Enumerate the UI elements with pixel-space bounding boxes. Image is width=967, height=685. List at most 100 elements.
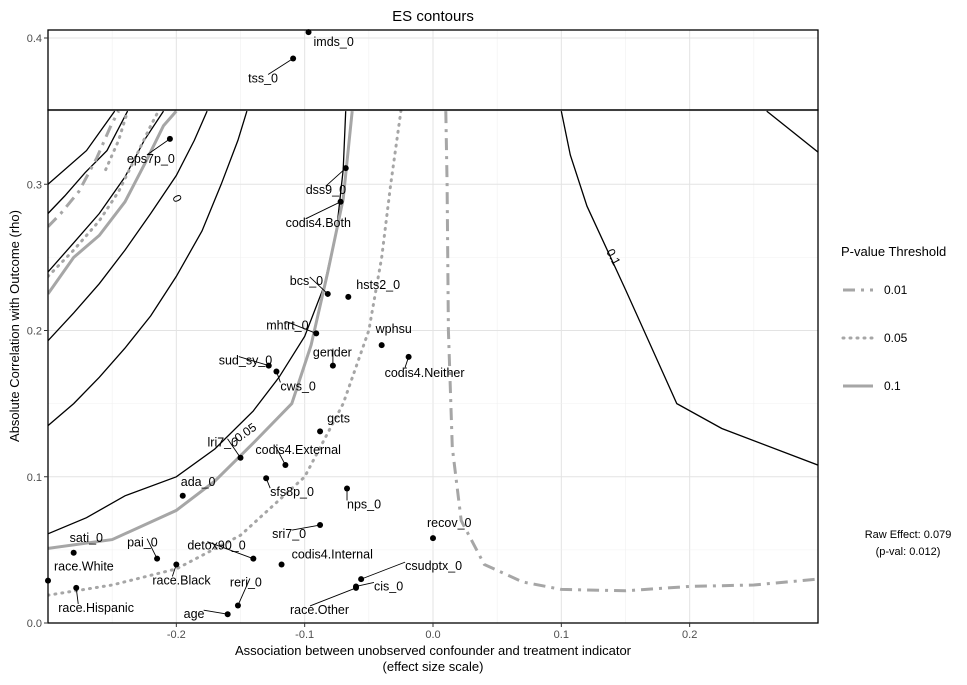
point-label: detox90_0 [187,539,245,553]
point-marker [405,353,412,360]
point-label: wphsu [375,322,412,336]
point-marker [345,293,352,300]
point-marker [166,135,173,142]
point-marker [317,428,324,435]
point-leader-line [238,356,269,367]
x-tick-label: 0.2 [682,629,697,641]
point-marker [344,485,351,492]
point-label: mhtrt_0 [266,318,308,332]
raw-effect-pvalue: (p-val: 0.012) [876,546,941,558]
point-marker [278,561,285,568]
point-label: gcts [327,411,350,425]
point-marker [353,584,359,591]
y-tick-label: 0.1 [27,472,42,484]
point-label: cws_0 [280,379,315,393]
contour-black [48,110,129,214]
contour-black [48,110,116,185]
point-label: codis4.Internal [292,548,373,562]
point-leader-line [203,609,228,615]
point-leader-line [146,138,171,156]
contour-gray-dashdot [444,111,818,593]
point-marker [317,522,324,529]
point-marker [234,602,241,609]
point-label: codis4.External [255,443,340,457]
point-marker [237,454,244,461]
point-leader-line [267,58,294,75]
x-tick-label: 0.1 [554,629,569,641]
contour-gray-dotted [48,109,160,278]
point-label: bcs_0 [290,274,323,288]
point-leader-line [146,538,158,559]
x-tick-label: 0.0 [425,629,440,641]
y-tick-label: 0.3 [27,179,42,191]
point-leader-line [325,167,347,187]
point-marker [358,576,365,583]
contour-black [48,110,165,273]
point-label: imds_0 [314,35,354,49]
point-marker [290,55,297,62]
contour-gray-dashdot [48,110,120,228]
legend-label: 0.01 [884,283,908,297]
point-label: tss_0 [248,71,278,85]
data-points: imds_0 tss_0 eps7p_0 dss9_0 codis4.Both bcs_0… [45,29,472,621]
point-label: sri7_0 [272,527,306,541]
chart-title: ES contours [392,8,474,25]
x-axis-title-line1: Association between unobserved confounde… [235,643,632,658]
point-marker [329,362,336,369]
point-label: age [184,607,205,621]
point-marker [342,165,349,172]
point-leader-line [309,587,357,607]
point-marker [224,611,231,618]
point-leader-line [309,276,329,295]
point-label: hsts2_0 [356,278,400,292]
point-label: ada_0 [181,475,216,489]
contour-black [48,110,248,427]
point-label: sati_0 [70,531,103,545]
point-label: sfs8p_0 [270,485,314,499]
point-marker [263,475,270,482]
point-label: recov_0 [427,516,472,530]
grid [48,30,818,624]
legend-label: 0.1 [884,379,901,393]
contour-gray-solid [48,110,178,295]
contour-gray-dotted [48,109,403,597]
y-axis-title: Absolute Correlation with Outcome (rho) [7,210,22,442]
point-leader-line [227,438,241,458]
point-marker [378,342,385,349]
point-label: lri7_0 [208,436,239,450]
point-marker [337,198,344,205]
point-marker [173,561,180,568]
point-leader-line [360,561,406,580]
x-tick-label: -0.1 [295,629,314,641]
point-label: codis4.Both [286,216,351,230]
point-label: reri_0 [230,575,262,589]
point-label: dss9_0 [306,183,346,197]
point-leader-line [355,581,375,587]
point-leader-line [275,445,286,466]
point-marker [273,368,280,375]
axis-ticks: -0.2 -0.1 0.0 0.1 0.2 0.0 0.1 0.2 0.3 0.4 [27,33,698,641]
contour-gray-solid [48,110,354,550]
point-marker [70,549,77,556]
contour-black [560,110,818,466]
point-label: race.Black [152,574,211,588]
point-leader-line [305,201,341,220]
point-label: csudptx_0 [405,559,462,573]
point-marker [265,362,272,369]
point-marker [282,462,289,469]
legend: P-value Threshold 0.01 0.05 0.1 [841,244,946,393]
point-marker [179,492,186,499]
point-label: sud_sy_0 [219,354,273,368]
y-tick-label: 0.4 [27,33,42,45]
point-label: codis4.Neither [385,366,465,380]
point-label: gender [313,346,352,360]
contour-black [766,110,818,153]
y-tick-label: 0.0 [27,618,42,630]
point-label: pai_0 [127,536,158,550]
point-marker [250,555,257,562]
point-leader-line [237,578,251,606]
point-label: nps_0 [347,497,381,511]
raw-effect-annotation: Raw Effect: 0.079 [865,529,952,541]
point-marker [324,290,331,297]
